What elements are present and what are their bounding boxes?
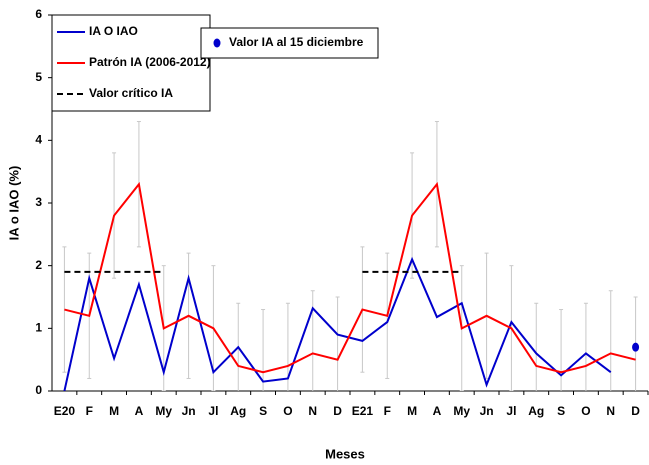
x-tick-label: S [259, 404, 267, 418]
legend-box [200, 27, 379, 59]
x-tick-label: Jn [182, 404, 196, 418]
y-tick-label: 1 [35, 321, 42, 335]
x-tick-label: S [557, 404, 565, 418]
y-tick-label: 0 [35, 383, 42, 397]
x-axis-label: Meses [325, 446, 365, 461]
legend-label: IA O IAO [89, 24, 138, 38]
legend-label: Valor crítico IA [89, 86, 173, 100]
x-tick-label: N [606, 404, 615, 418]
x-tick-label: M [407, 404, 417, 418]
x-tick-label: F [86, 404, 93, 418]
legend-label: Patrón IA (2006-2012) [89, 55, 211, 69]
x-tick-label: F [384, 404, 391, 418]
legend-label: Valor IA al 15 diciembre [229, 35, 364, 49]
x-tick-label: O [581, 404, 590, 418]
plot-area [62, 121, 640, 391]
x-tick-label: N [308, 404, 317, 418]
legend-marker [213, 38, 221, 48]
x-tick-label: E20 [54, 404, 76, 418]
x-tick-label: Jl [506, 404, 516, 418]
x-tick-label: M [109, 404, 119, 418]
y-tick-label: 3 [35, 195, 42, 209]
x-tick-label: Jn [480, 404, 494, 418]
y-tick-label: 5 [35, 70, 42, 84]
x-tick-label: E21 [352, 404, 374, 418]
x-tick-label: A [433, 404, 442, 418]
x-tick-label: O [283, 404, 292, 418]
series-line [64, 181, 636, 374]
series-line [63, 256, 612, 391]
x-tick-label: Jl [208, 404, 218, 418]
y-tick-label: 4 [35, 133, 42, 147]
y-axis-label: IA o IAO (%) [6, 166, 21, 241]
legend: Valor IA al 15 diciembre [200, 27, 379, 59]
x-tick-label: A [135, 404, 144, 418]
x-tick-label: My [155, 404, 172, 418]
y-tick-label: 6 [35, 7, 42, 21]
y-tick-label: 2 [35, 258, 42, 272]
x-tick-label: D [631, 404, 640, 418]
x-tick-label: My [453, 404, 470, 418]
x-tick-label: Ag [528, 404, 544, 418]
x-tick-label: D [333, 404, 342, 418]
legend: IA O IAO Patrón IA (2006-2012) Valor críti… [51, 14, 211, 112]
marker [632, 342, 640, 352]
x-tick-label: Ag [230, 404, 246, 418]
